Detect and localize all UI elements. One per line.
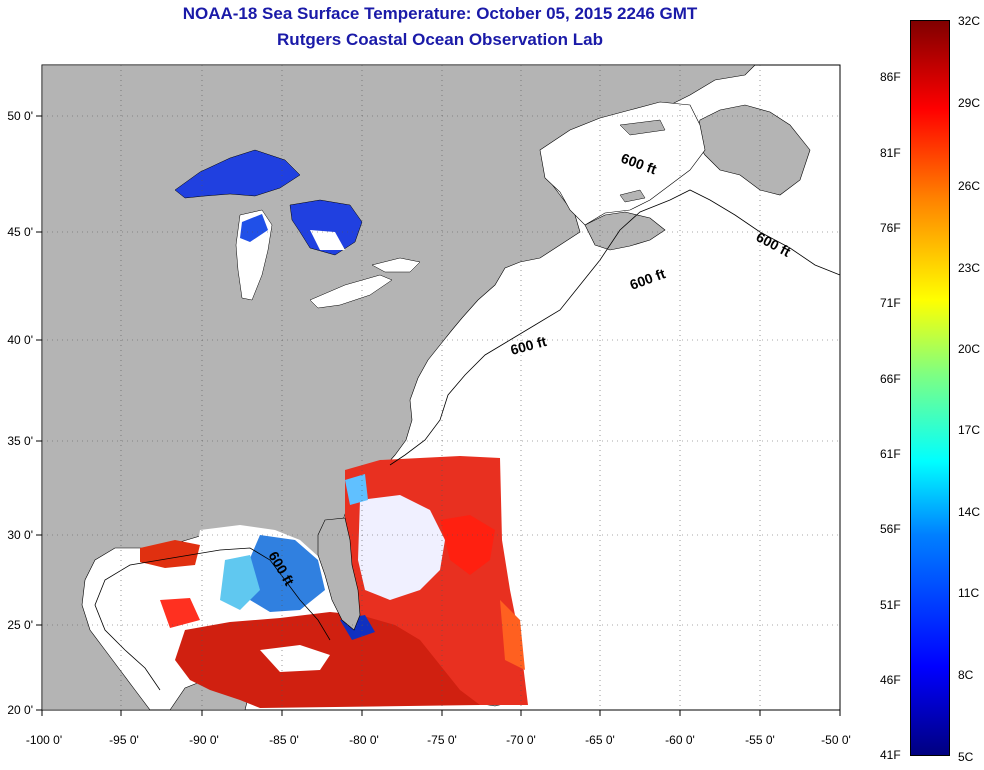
lat-tick-label: 25 0' xyxy=(7,618,33,632)
map-subtitle: Rutgers Coastal Ocean Observation Lab xyxy=(277,30,603,49)
lake-erie xyxy=(309,274,393,309)
colorbar-fahrenheit-label: 56F xyxy=(880,522,901,536)
lat-tick-label: 45 0' xyxy=(7,225,33,239)
lon-tick-label: -65 0' xyxy=(585,733,615,747)
land-florida xyxy=(317,517,361,631)
lon-tick-label: -75 0' xyxy=(427,733,457,747)
colorbar-celsius-label: 20C xyxy=(958,342,981,356)
sst-swath-southern-gulf xyxy=(175,612,480,708)
lon-tick-label: -80 0' xyxy=(349,733,379,747)
colorbar-celsius-label: 17C xyxy=(958,423,981,437)
colorbar-celsius-label: 8C xyxy=(958,668,974,682)
lat-tick-label: 50 0' xyxy=(7,109,33,123)
lake-ontario xyxy=(371,257,421,273)
colorbar-fahrenheit-label: 66F xyxy=(880,372,901,386)
lon-tick-label: -70 0' xyxy=(506,733,536,747)
lake-huron xyxy=(289,199,363,256)
temperature-colorbar xyxy=(910,20,950,756)
gulf-of-st-lawrence xyxy=(539,101,706,226)
colorbar-celsius-label: 14C xyxy=(958,505,981,519)
colorbar-fahrenheit-label: 71F xyxy=(880,296,901,310)
lat-tick-label: 20 0' xyxy=(7,703,33,717)
lon-tick-label: -100 0' xyxy=(26,733,62,747)
colorbar-celsius-label: 23C xyxy=(958,261,981,275)
lat-tick-label: 30 0' xyxy=(7,528,33,542)
colorbar-fahrenheit-label: 61F xyxy=(880,447,901,461)
lon-tick-label: -95 0' xyxy=(109,733,139,747)
colorbar-fahrenheit-label: 86F xyxy=(880,70,901,84)
land-newfoundland xyxy=(694,104,811,196)
lon-tick-label: -60 0' xyxy=(665,733,695,747)
lake-superior xyxy=(174,149,301,199)
lat-tick-label: 40 0' xyxy=(7,333,33,347)
land-nova-scotia xyxy=(584,211,666,251)
colorbar-celsius-label: 11C xyxy=(958,586,980,600)
lon-tick-label: -55 0' xyxy=(745,733,775,747)
isobath-600ft-gulf xyxy=(94,547,331,691)
graticule xyxy=(42,65,840,710)
colorbar-fahrenheit-label: 46F xyxy=(880,673,901,687)
lon-tick-label: -85 0' xyxy=(269,733,299,747)
colorbar-fahrenheit-label: 41F xyxy=(880,748,901,762)
map-title: NOAA-18 Sea Surface Temperature: October… xyxy=(182,4,698,23)
isobath-600ft-atlantic xyxy=(389,189,841,466)
colorbar-celsius-label: 32C xyxy=(958,14,981,28)
colorbar-celsius-label: 26C xyxy=(958,179,981,193)
colorbar-celsius-label: 29C xyxy=(958,96,981,110)
colorbar-fahrenheit-label: 51F xyxy=(880,598,901,612)
lat-tick-label: 35 0' xyxy=(7,434,33,448)
colorbar-fahrenheit-label: 76F xyxy=(880,221,901,235)
lon-tick-label: -90 0' xyxy=(189,733,219,747)
colorbar-celsius-label: 5C xyxy=(958,750,974,764)
lon-tick-label: -50 0' xyxy=(821,733,851,747)
colorbar-fahrenheit-label: 81F xyxy=(880,146,901,160)
